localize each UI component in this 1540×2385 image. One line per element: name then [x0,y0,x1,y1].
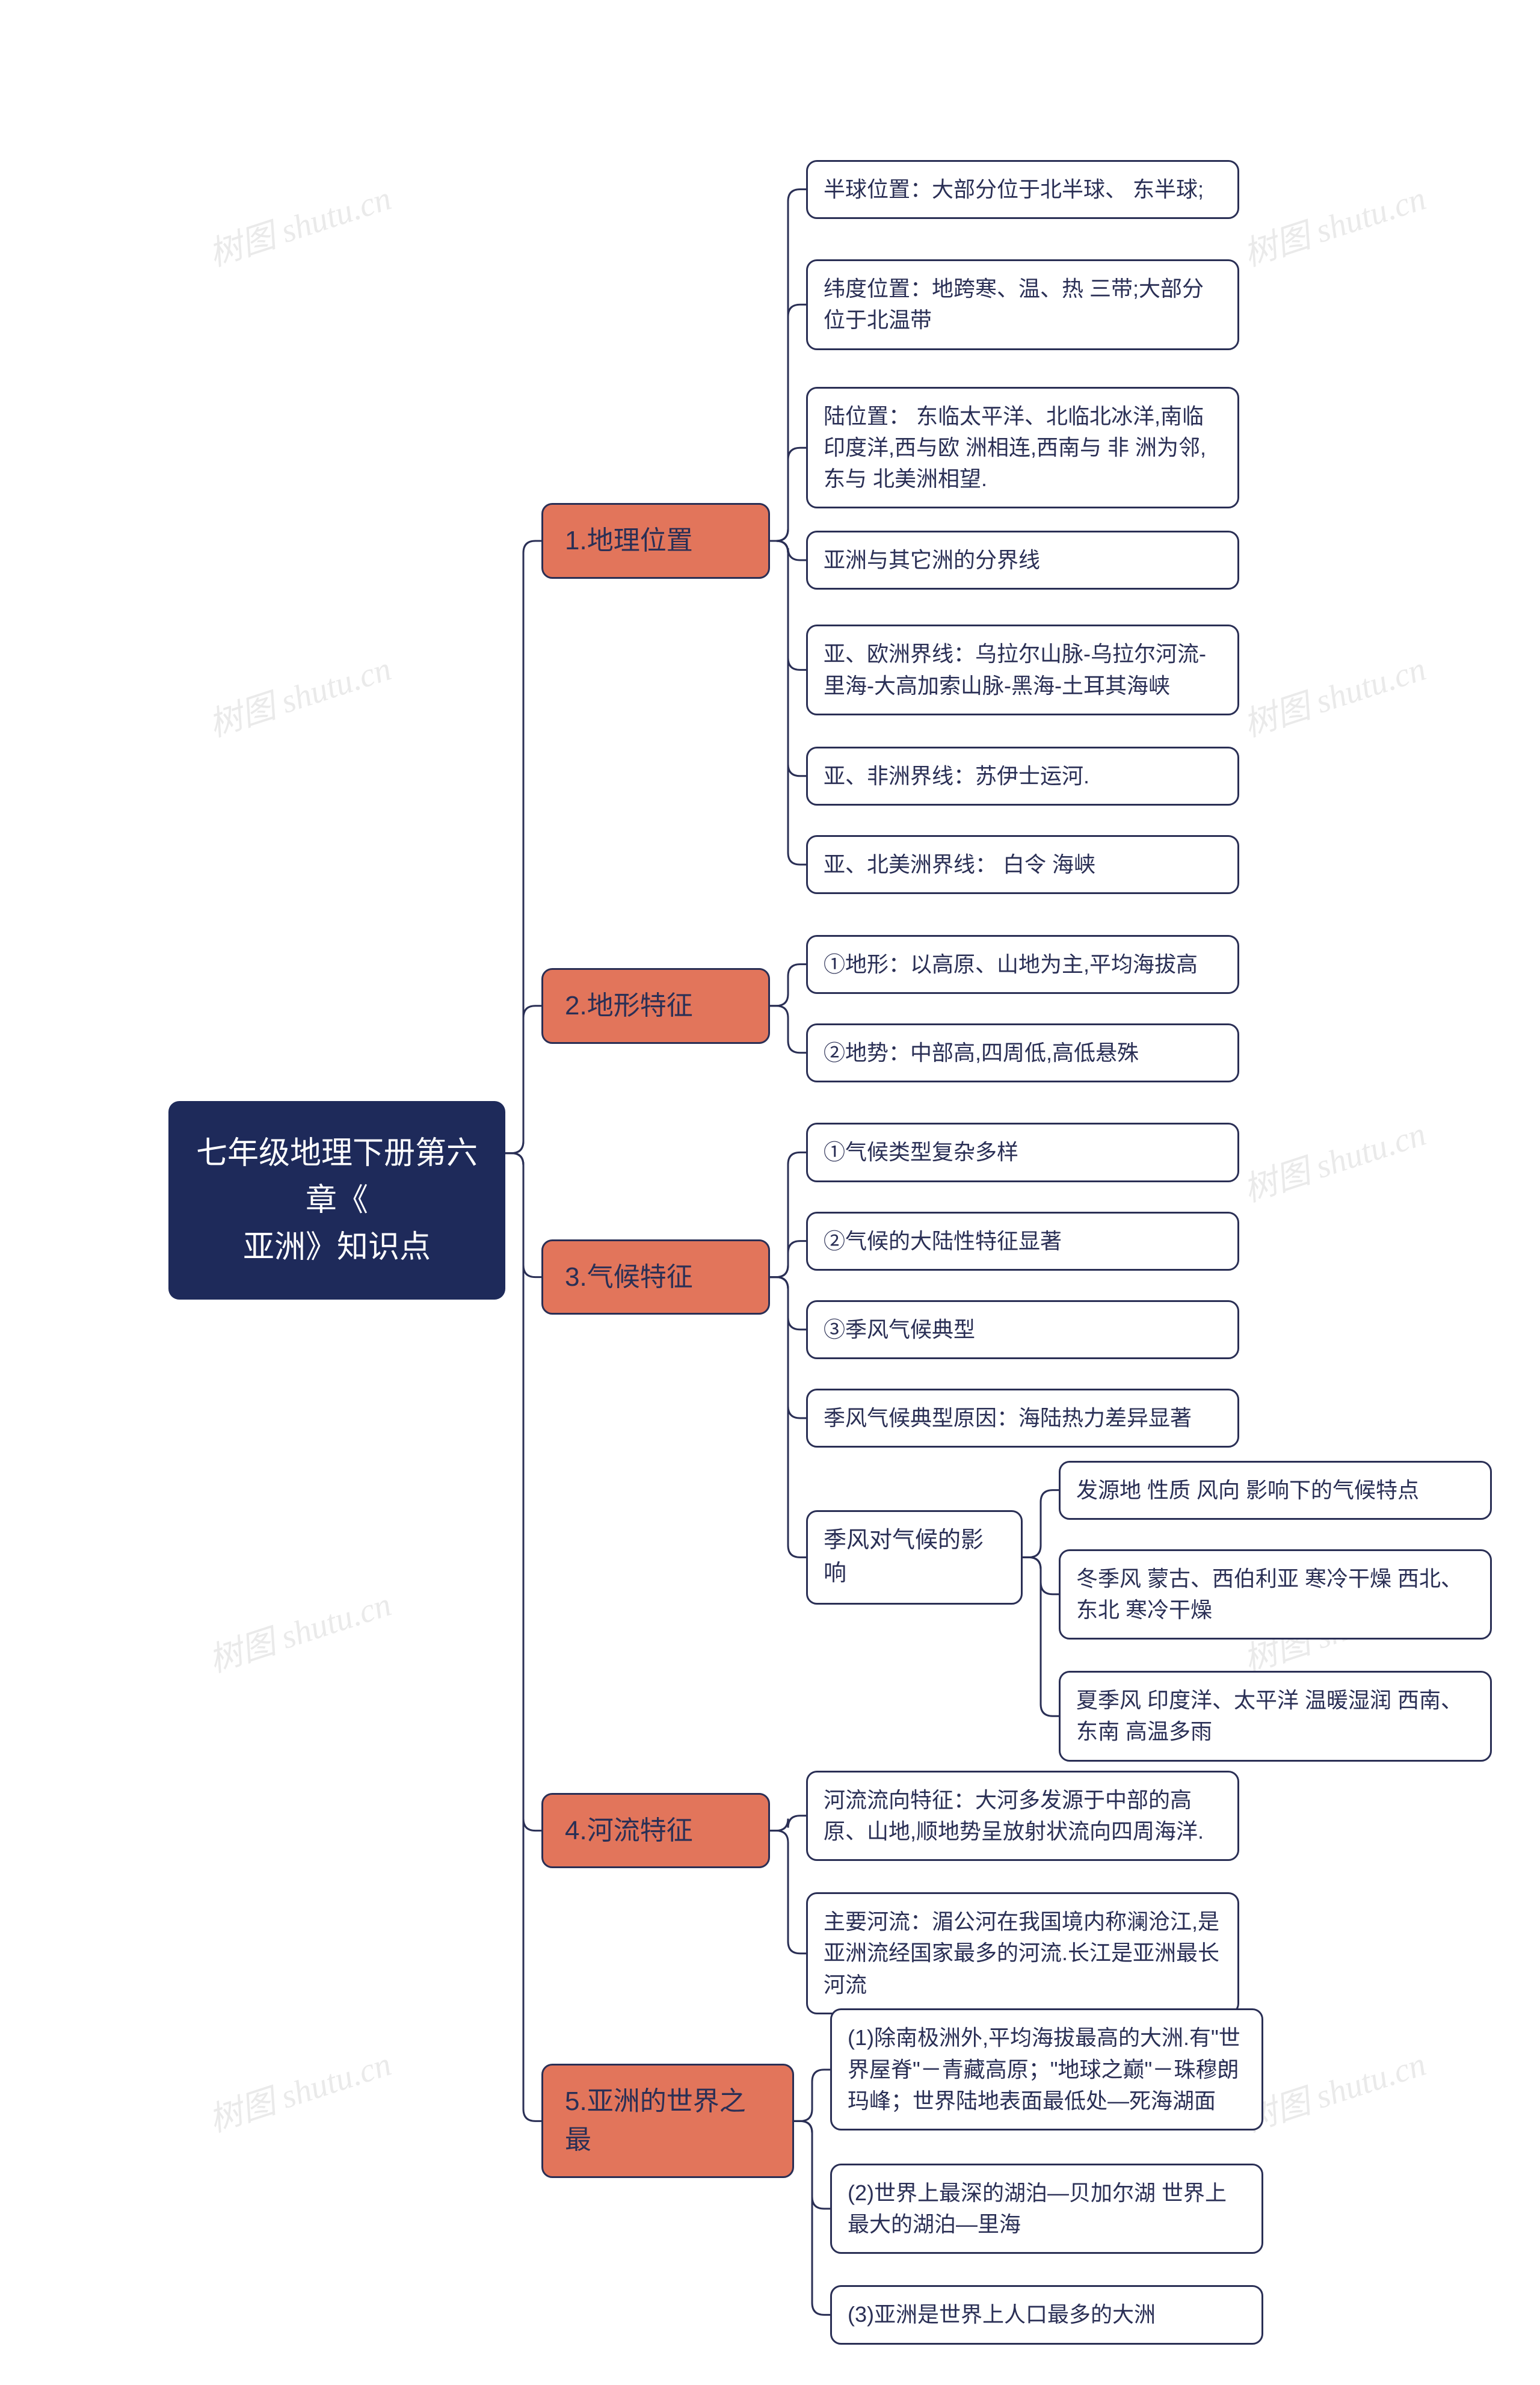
leaf-node: 夏季风 印度洋、太平洋 温暖湿润 西南、东南 高温多雨 [1059,1671,1492,1761]
branch-b2: 2.地形特征 [541,968,770,1044]
leaf-node: 季风对气候的影响 [806,1510,1023,1604]
root-title-line1: 七年级地理下册第六章《 [196,1136,478,1218]
leaf-node: 亚、欧洲界线：乌拉尔山脉-乌拉尔河流-里海-大高加索山脉-黑海-土耳其海峡 [806,625,1239,715]
leaf-node: 亚、北美洲界线： 白令 海峡 [806,835,1239,894]
watermark: 树图 shutu.cn [1236,642,1431,747]
leaf-node: 亚洲与其它洲的分界线 [806,531,1239,590]
leaf-node: (3)亚洲是世界上人口最多的大洲 [830,2285,1263,2344]
branch-b3: 3.气候特征 [541,1239,770,1315]
branch-b1: 1.地理位置 [541,503,770,579]
branch-b4: 4.河流特征 [541,1793,770,1869]
branch-b5: 5.亚洲的世界之最 [541,2064,794,2178]
leaf-node: 半球位置：大部分位于北半球、 东半球; [806,160,1239,219]
leaf-node: 纬度位置：地跨寒、温、热 三带;大部分位于北温带 [806,259,1239,350]
root-title-line2: 亚洲》知识点 [243,1230,431,1265]
leaf-node: 发源地 性质 风向 影响下的气候特点 [1059,1461,1492,1520]
leaf-node: 主要河流：湄公河在我国境内称澜沧江,是亚洲流经国家最多的河流.长江是亚洲最长河流 [806,1892,1239,2014]
watermark: 树图 shutu.cn [202,1577,396,1682]
leaf-node: ②气候的大陆性特征显著 [806,1212,1239,1271]
leaf-node: 季风气候典型原因：海陆热力差异显著 [806,1389,1239,1448]
leaf-node: ②地势：中部高,四周低,高低悬殊 [806,1023,1239,1082]
leaf-node: 河流流向特征：大河多发源于中部的高原、山地,顺地势呈放射状流向四周海洋. [806,1771,1239,1861]
mindmap-node: 七年级地理下册第六章《亚洲》知识点 [168,1101,505,1300]
watermark: 树图 shutu.cn [1236,171,1431,276]
watermark: 树图 shutu.cn [202,2037,396,2141]
watermark: 树图 shutu.cn [202,642,396,747]
leaf-node: (2)世界上最深的湖泊—贝加尔湖 世界上最大的湖泊—里海 [830,2164,1263,2254]
leaf-node: 亚、非洲界线：苏伊士运河. [806,747,1239,806]
leaf-node: ①地形：以高原、山地为主,平均海拔高 [806,935,1239,994]
leaf-node: (1)除南极洲外,平均海拔最高的大洲.有"世界屋脊"－青藏高原；"地球之巅"－珠… [830,2008,1263,2130]
leaf-node: 冬季风 蒙古、西伯利亚 寒冷干燥 西北、东北 寒冷干燥 [1059,1549,1492,1640]
watermark: 树图 shutu.cn [202,171,396,276]
leaf-node: 陆位置： 东临太平洋、北临北冰洋,南临印度洋,西与欧 洲相连,西南与 非 洲为邻… [806,387,1239,509]
leaf-node: ③季风气候典型 [806,1300,1239,1359]
leaf-node: ①气候类型复杂多样 [806,1123,1239,1182]
watermark: 树图 shutu.cn [1236,1106,1431,1211]
watermark: 树图 shutu.cn [1236,2037,1431,2141]
